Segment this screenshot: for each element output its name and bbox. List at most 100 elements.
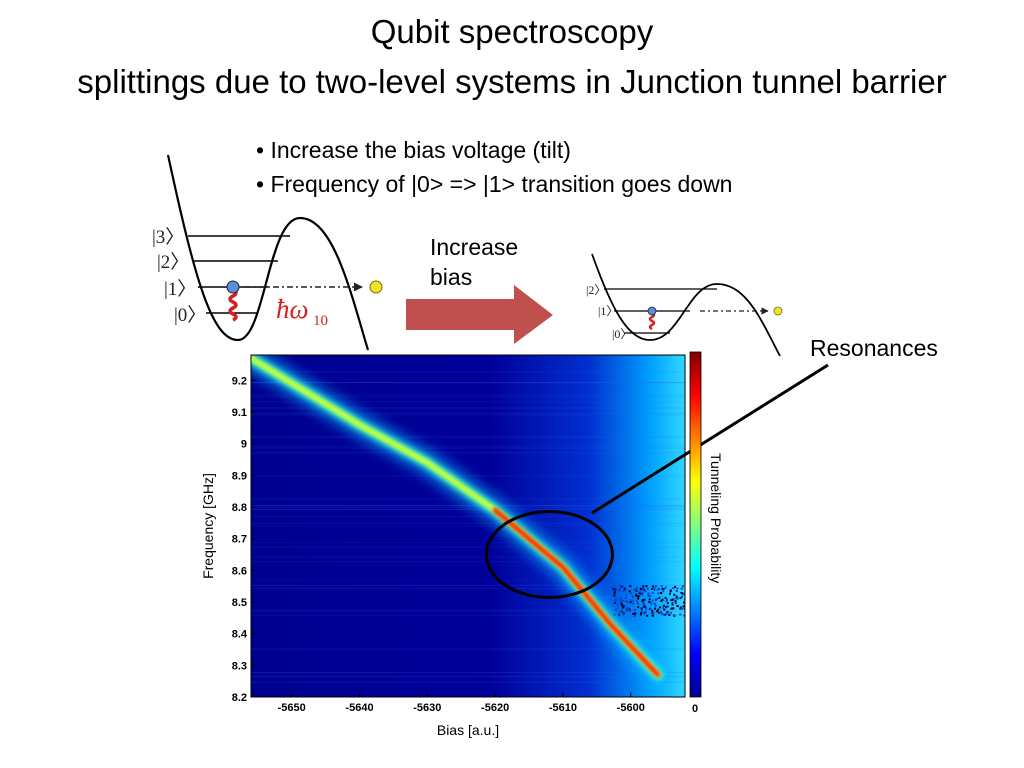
heatmap-noise-speckle: [662, 604, 665, 607]
heatmap-noise-speckle: [674, 585, 677, 588]
y-axis-label: Frequency [GHz]: [200, 473, 216, 579]
heatmap-noise-speckle: [633, 588, 636, 591]
heatmap-noise-speckle: [633, 615, 636, 617]
heatmap-noise-speckle: [613, 599, 616, 602]
heatmap-noise-speckle: [618, 589, 621, 591]
left-level-0-label: |0〉: [174, 304, 206, 326]
heatmap-noise-speckle: [614, 587, 617, 590]
heatmap-noise-speckle: [651, 599, 654, 602]
heatmap-noise-speckle: [622, 599, 625, 602]
heatmap-noise-speckle: [682, 593, 685, 596]
colorbar: 0 Tunneling Probability: [689, 351, 724, 715]
heatmap-noise-speckle: [612, 585, 615, 588]
heatmap-noise-speckle: [616, 603, 619, 606]
heatmap-noise-speckle: [651, 614, 654, 617]
right-potential-diagram: |2〉 |1〉 |0〉: [586, 253, 783, 357]
heatmap-streak: [251, 681, 685, 683]
heatmap-streak: [251, 525, 685, 527]
heatmap-noise-speckle: [664, 596, 667, 599]
heatmap-streak: [251, 509, 685, 510]
heatmap-noise-speckle: [652, 585, 655, 588]
heatmap-noise-speckle: [625, 594, 628, 597]
heatmap-noise-speckle: [675, 597, 678, 600]
left-potential-diagram: |3〉 |2〉 |1〉 |0〉 ħω 10: [152, 154, 383, 351]
increase-bias-arrow-icon: [406, 285, 553, 344]
heatmap-noise-speckle: [646, 614, 649, 617]
heatmap-noise-speckle: [681, 595, 683, 598]
heatmap-noise-speckle: [655, 598, 658, 601]
heatmap-streak: [251, 509, 685, 511]
colorbar-frame: [689, 351, 702, 698]
heatmap-frame: [250, 354, 686, 698]
right-potential-curve: [591, 253, 781, 357]
heatmap-noise-speckle: [625, 607, 628, 610]
heatmap-noise-speckle: [619, 597, 622, 600]
right-tunneled-particle-icon: [773, 306, 783, 316]
heatmap-streak: [251, 587, 685, 589]
heatmap-noise-speckle: [674, 602, 677, 605]
heatmap-noise-speckle: [632, 595, 635, 598]
heatmap-noise-speckle: [612, 587, 615, 590]
x-axis-label: Bias [a.u.]: [437, 722, 499, 738]
heatmap-noise-speckle: [637, 597, 640, 600]
heatmap-streak: [251, 610, 685, 612]
heatmap-noise-speckle: [658, 606, 661, 609]
heatmap-noise-speckle: [680, 587, 683, 590]
heatmap-noise-speckle: [660, 600, 663, 602]
y-tick-label: 8.7: [232, 534, 247, 546]
heatmap-noise-speckle: [644, 590, 647, 593]
resonance-pointer-line: [591, 363, 829, 515]
heatmap-noise-speckle: [661, 587, 664, 590]
heatmap-streak: [251, 415, 685, 417]
arrow-label: Increase bias: [430, 232, 518, 292]
heatmap-noise-speckle: [671, 601, 674, 604]
x-tick-label: -5600: [617, 702, 645, 714]
heatmap-streak: [251, 584, 685, 586]
colorbar-label: Tunneling Probability: [708, 453, 724, 583]
heatmap-streak: [251, 681, 685, 683]
heatmap-noise-speckle: [644, 606, 647, 609]
heatmap-streak: [251, 522, 685, 524]
heatmap-noise-speckle: [672, 607, 675, 610]
heatmap-noise-speckle: [634, 612, 637, 615]
heatmap-noise-speckle: [679, 597, 682, 600]
heatmap-noise-speckle: [669, 592, 671, 595]
heatmap-noise-speckle: [679, 606, 682, 609]
heatmap-noise-speckle: [674, 600, 677, 603]
heatmap-streak: [251, 579, 685, 581]
heatmap-noise-speckle: [660, 592, 662, 594]
heatmap-noise-speckle: [668, 614, 671, 616]
heatmap-noise-speckle: [665, 605, 668, 608]
heatmap-noise-speckle: [620, 610, 623, 613]
x-tick-label: -5610: [549, 702, 577, 714]
heatmap-noise-speckle: [640, 592, 643, 595]
y-tick-label: 9: [241, 439, 247, 451]
heatmap-noise-speckle: [623, 587, 626, 590]
heatmap-noise-speckle: [640, 612, 643, 615]
heatmap-noise-speckle: [643, 606, 646, 608]
heatmap-noise-speckle: [653, 602, 656, 605]
heatmap-streak: [251, 506, 685, 508]
heatmap-noise-speckle: [653, 588, 656, 591]
heatmap-noise-speckle: [676, 605, 679, 607]
heatmap-noise-speckle: [676, 587, 679, 590]
colorbar-tick-label: 0: [692, 703, 698, 715]
heatmap-noise-speckle: [664, 586, 667, 589]
heatmap-noise-speckle: [614, 601, 617, 604]
heatmap-noise-speckle: [629, 601, 632, 604]
heatmap-noise-speckle: [663, 608, 666, 611]
heatmap-noise-speckle: [679, 607, 682, 610]
heatmap-noise-speckle: [651, 609, 654, 612]
heatmap-streak: [251, 447, 685, 449]
heatmap-noise-speckle: [679, 613, 682, 616]
heatmap-noise-speckle: [676, 597, 679, 600]
heatmap-noise-speckle: [654, 604, 657, 607]
right-level-2-label: |2〉: [586, 283, 606, 297]
heatmap-noise-speckle: [662, 590, 665, 593]
heatmap-noise-speckle: [613, 594, 616, 597]
heatmap-noise-speckle: [662, 587, 665, 590]
heatmap-noise-speckle: [658, 596, 661, 599]
heatmap-noise-speckle: [641, 599, 644, 602]
bullet-list: • Increase the bias voltage (tilt) • Fre…: [256, 133, 732, 201]
